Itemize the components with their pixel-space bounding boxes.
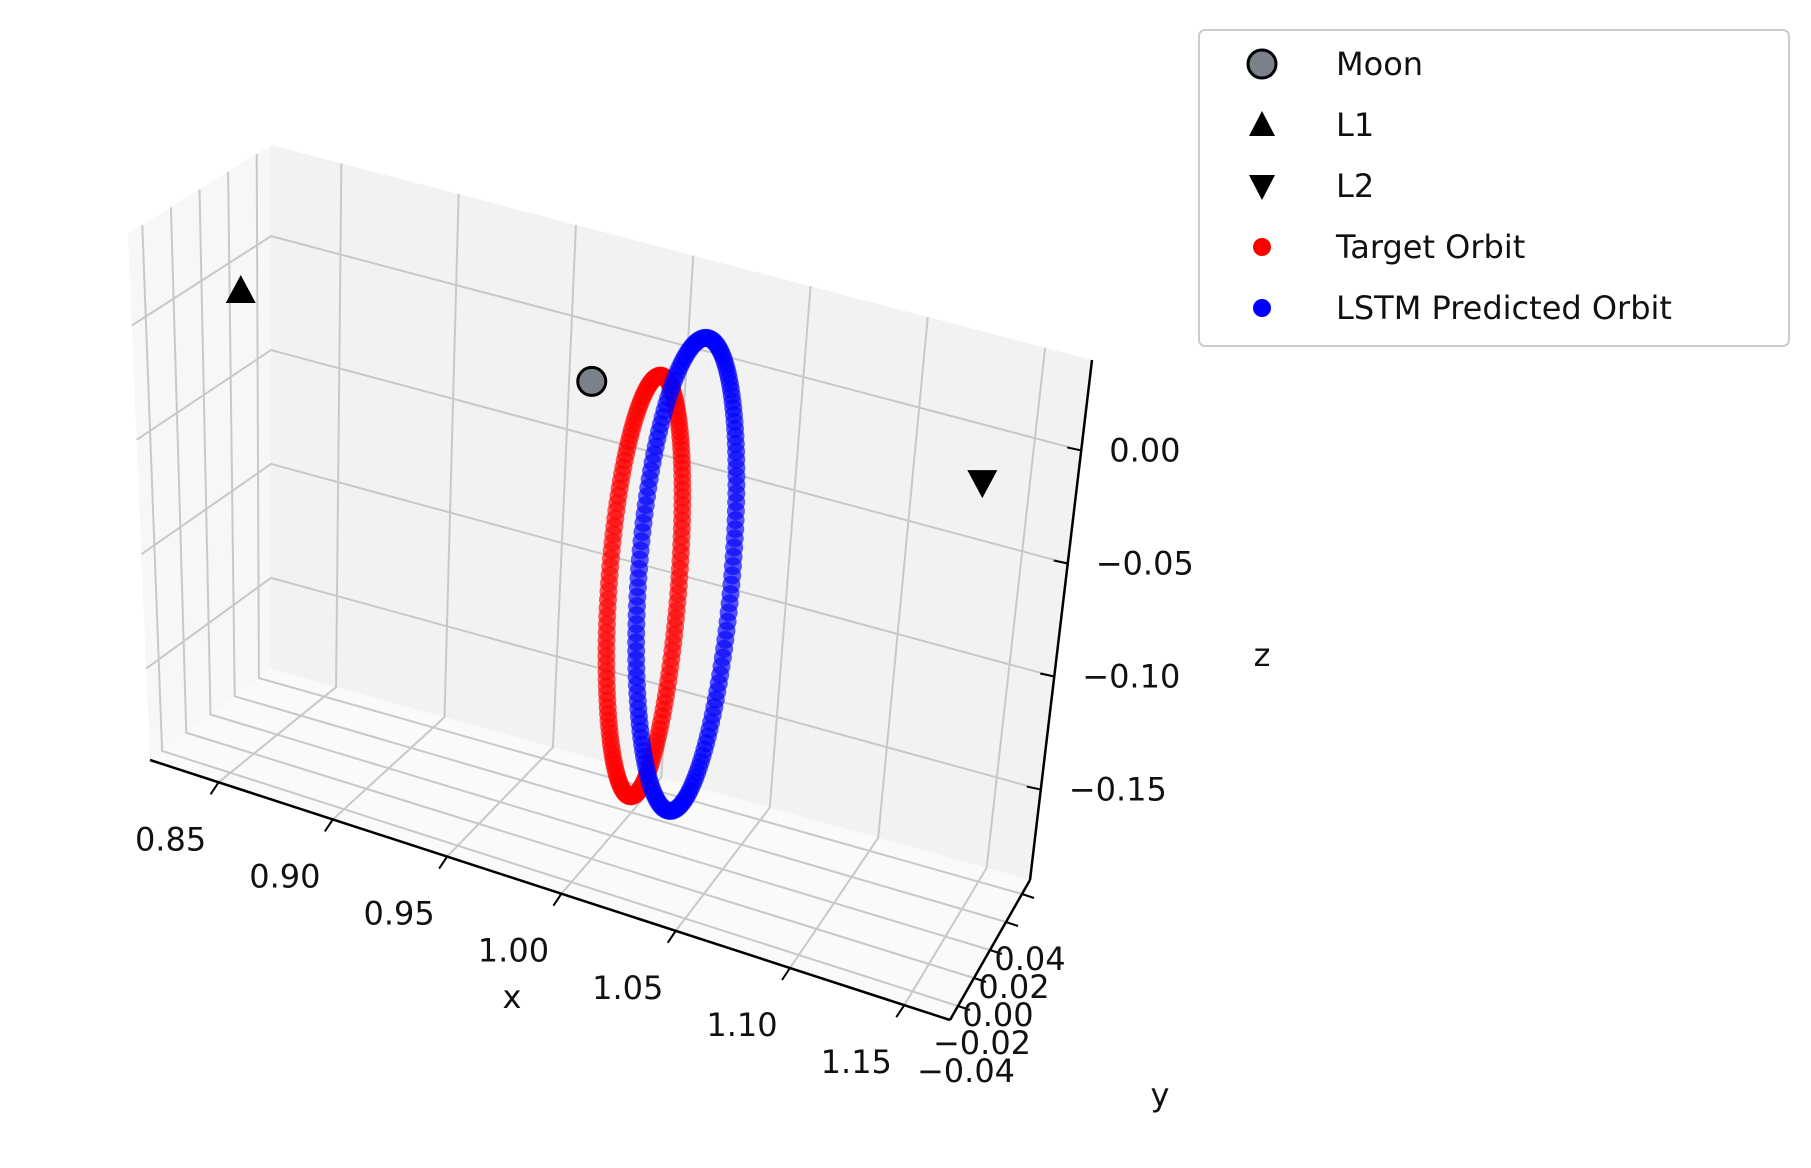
grid-line-z: [145, 576, 1042, 791]
legend-label: Moon: [1336, 45, 1423, 83]
l2-marker: [967, 470, 998, 499]
y-tick: [989, 949, 1003, 955]
y-tick: [957, 1005, 971, 1011]
y-tick: [1021, 893, 1035, 899]
legend-label: LSTM Predicted Orbit: [1336, 289, 1672, 327]
grid-line-y: [227, 171, 1007, 923]
y-tick: [1005, 921, 1019, 927]
y-tick: [973, 977, 987, 983]
series-lstm-predicted-orbit: [627, 328, 746, 820]
axes-grid: [131, 153, 1082, 1007]
x-tick: [666, 930, 677, 944]
legend-label: L2: [1336, 167, 1374, 205]
landmark-markers: [225, 274, 998, 499]
left-pane: [128, 145, 271, 760]
y-tick-label: −0.02: [933, 1024, 1031, 1062]
x-tick: [552, 893, 563, 907]
orbit-point: [651, 366, 670, 385]
grid-line-y: [169, 207, 975, 979]
axes-lines: [149, 359, 1094, 1022]
y-tick-label: 0.00: [962, 996, 1033, 1034]
x-tick-label: 1.10: [706, 1006, 777, 1044]
y-tick-label: 0.04: [994, 940, 1065, 978]
floor-pane: [150, 669, 1030, 1020]
z-tick: [1026, 785, 1041, 791]
legend-frame: [1198, 29, 1790, 347]
x-tick-label: 1.15: [821, 1043, 892, 1081]
z-axis-label: z: [1254, 636, 1271, 674]
z-tick-label: 0.00: [1109, 431, 1180, 469]
z-tick: [1040, 672, 1055, 678]
legend-moon-icon: [1246, 48, 1278, 80]
grid-line-y: [198, 189, 991, 951]
x-tick: [895, 1004, 906, 1018]
x-tick-label: 0.95: [364, 895, 435, 933]
grid-line-x: [903, 347, 1047, 1006]
z-tick-label: −0.15: [1069, 771, 1167, 809]
y-tick-label: −0.04: [917, 1052, 1015, 1090]
grid-line-x: [332, 194, 460, 821]
grid-line-x: [446, 224, 577, 858]
x-tick: [438, 856, 448, 870]
z-axis-line: [1028, 359, 1094, 881]
x-tick: [324, 818, 334, 832]
y-axis-label: y: [1151, 1076, 1170, 1114]
z-tick: [1067, 446, 1082, 452]
x-axis-line: [149, 758, 951, 1022]
grid-line-z: [140, 462, 1055, 678]
legend-l1-icon: [1249, 111, 1275, 136]
tick-labels: 0.850.900.951.001.051.101.15 −0.04−0.020.…: [135, 431, 1194, 1090]
z-tick-label: −0.05: [1096, 544, 1194, 582]
legend: Moon L1 L2 Target Orbit LSTM Predicted Orbit: [1198, 29, 1790, 347]
x-tick: [209, 781, 220, 795]
series-target-orbit: [597, 366, 692, 806]
x-tick-label: 1.00: [478, 932, 549, 970]
z-tick: [1053, 559, 1068, 565]
x-axis-label: x: [503, 978, 522, 1016]
x-tick-label: 1.05: [592, 969, 663, 1007]
x-tick-label: 0.90: [249, 857, 320, 895]
z-tick-label: −0.10: [1082, 658, 1180, 696]
legend-dot-icon: [1253, 238, 1271, 256]
grid-line-z: [136, 348, 1068, 565]
legend-dot-icon: [1253, 299, 1271, 317]
x-tick-label: 0.85: [135, 820, 206, 858]
y-tick-label: 0.02: [978, 968, 1049, 1006]
data-series: [597, 328, 746, 820]
legend-label: L1: [1336, 106, 1374, 144]
l1-marker: [225, 274, 256, 303]
x-tick: [781, 967, 791, 981]
legend-l2-icon: [1249, 175, 1275, 200]
grid-line-y: [255, 153, 1023, 895]
grid-line-z: [131, 235, 1082, 452]
moon-marker: [576, 365, 608, 397]
orbit-point: [697, 328, 716, 347]
grid-line-y: [141, 225, 959, 1007]
grid-line-x: [217, 163, 343, 784]
grid-line-x: [789, 316, 929, 969]
legend-label: Target Orbit: [1335, 228, 1525, 266]
grid-line-x: [674, 286, 812, 932]
